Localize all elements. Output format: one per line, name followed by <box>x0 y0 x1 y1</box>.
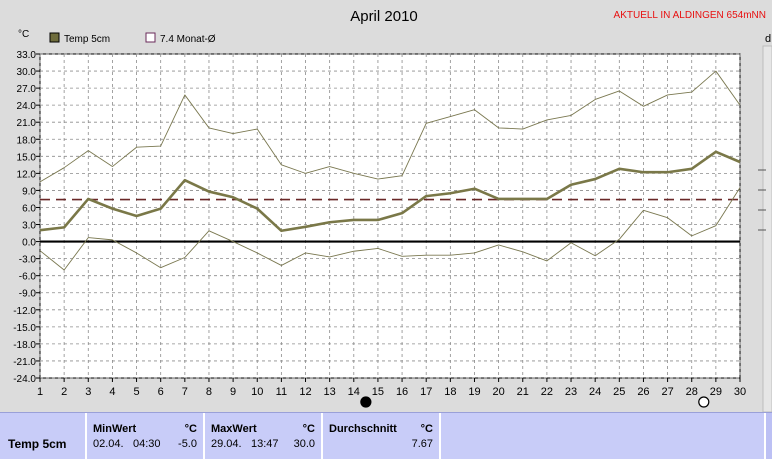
x-tick-label: 22 <box>541 386 553 398</box>
temperature-chart: 33.0 30.0 27.0 24.0 21.0 18.0 15.0 12.0 9.0 6.0 3.… <box>13 8 772 413</box>
stats-row-label: Temp 5cm <box>8 437 67 451</box>
x-tick-label: 9 <box>230 386 236 398</box>
x-tick-label: 17 <box>420 386 432 398</box>
stats-empty-cell <box>441 413 766 459</box>
x-tick-label: 30 <box>734 386 746 398</box>
avg-unit: °C <box>420 423 433 435</box>
new-moon-icon <box>360 396 372 408</box>
stats-max-cell: MaxWert °C 29.04. 13:47 30.0 <box>205 413 323 459</box>
max-value: 30.0 <box>293 438 315 450</box>
avg-header: Durchschnitt <box>329 423 397 435</box>
min-header: MinWert <box>93 423 137 435</box>
x-tick-label: 24 <box>589 386 601 398</box>
y-tick-label: -9.0 <box>19 289 37 300</box>
y-tick-label: -18.0 <box>13 340 36 351</box>
y-tick-label: -12.0 <box>13 306 36 317</box>
y-tick-label: 15.0 <box>17 152 37 163</box>
series-line-max <box>39 70 741 183</box>
x-tick-label: 28 <box>686 386 698 398</box>
stats-min-cell: MinWert °C 02.04. 04:30 -5.0 <box>87 413 205 459</box>
x-tick-label: 14 <box>348 386 360 398</box>
y-tick-label: 18.0 <box>17 135 37 146</box>
min-time: 04:30 <box>133 438 161 450</box>
x-tick-label: 21 <box>517 386 529 398</box>
legend-swatch-temp-5cm <box>49 32 60 43</box>
right-side-strip <box>758 45 772 413</box>
legend-swatch-monthly-average <box>145 32 156 43</box>
x-tick-label: 1 <box>37 386 43 398</box>
max-date: 29.04. <box>211 438 242 450</box>
full-moon-icon <box>698 396 710 408</box>
stats-avg-cell: Durchschnitt °C 7.67 <box>323 413 441 459</box>
right-strip-background <box>762 45 772 413</box>
x-tick-label: 3 <box>85 386 91 398</box>
x-tick-label: 5 <box>133 386 139 398</box>
x-tick-label: 19 <box>468 386 480 398</box>
y-tick-label: 21.0 <box>17 118 37 129</box>
chart-title: April 2010 <box>350 8 418 25</box>
x-tick-label: 25 <box>613 386 625 398</box>
y-tick-label: -21.0 <box>13 357 36 368</box>
x-tick-label: 16 <box>396 386 408 398</box>
max-header: MaxWert <box>211 423 257 435</box>
series-line-mean <box>39 150 741 233</box>
statistics-panel: Temp 5cm MinWert °C 02.04. 04:30 -5.0 Ma… <box>0 412 772 459</box>
x-tick-label: 27 <box>661 386 673 398</box>
y-tick-label: 27.0 <box>17 84 37 95</box>
y-tick-label: 3.0 <box>22 221 36 232</box>
y-tick-label: -15.0 <box>13 323 36 334</box>
x-tick-label: 10 <box>251 386 263 398</box>
y-axis-unit: °C <box>18 29 29 40</box>
y-tick-label: -6.0 <box>19 272 37 283</box>
series-line-min <box>39 187 741 271</box>
right-edge-label: d <box>765 33 771 45</box>
y-tick-label: 33.0 <box>17 50 37 61</box>
x-tick-label: 15 <box>372 386 384 398</box>
x-tick-label: 29 <box>710 386 722 398</box>
min-value: -5.0 <box>178 438 197 450</box>
max-time: 13:47 <box>251 438 279 450</box>
stats-row-label-cell: Temp 5cm <box>0 413 87 459</box>
x-tick-label: 6 <box>158 386 164 398</box>
x-tick-label: 23 <box>565 386 577 398</box>
chart-legend: Temp 5cm 7.4 Monat-Ø <box>49 32 216 45</box>
y-tick-label: 9.0 <box>22 186 36 197</box>
x-tick-label: 13 <box>324 386 336 398</box>
y-tick-label: -3.0 <box>19 255 37 266</box>
x-tick-label: 8 <box>206 386 212 398</box>
station-label: AKTUELL IN ALDINGEN 654mNN <box>614 10 766 21</box>
x-tick-label: 7 <box>182 386 188 398</box>
chart-canvas: 33.030.027.024.021.018.015.012.09.06.03.… <box>13 8 772 413</box>
y-tick-label: 0.0 <box>22 238 36 249</box>
x-tick-label: 12 <box>299 386 311 398</box>
min-date: 02.04. <box>93 438 124 450</box>
y-tick-label: 6.0 <box>22 203 36 214</box>
max-unit: °C <box>302 423 315 435</box>
min-unit: °C <box>184 423 197 435</box>
avg-value: 7.67 <box>411 438 433 450</box>
y-tick-label: 24.0 <box>17 101 37 112</box>
y-tick-label: -24.0 <box>13 374 36 385</box>
x-tick-label: 18 <box>444 386 456 398</box>
x-tick-label: 26 <box>637 386 649 398</box>
x-tick-label: 20 <box>492 386 504 398</box>
y-tick-label: 30.0 <box>17 67 37 78</box>
y-tick-label: 12.0 <box>17 169 37 180</box>
legend-label-temp-5cm: Temp 5cm <box>64 34 110 45</box>
x-tick-label: 11 <box>276 386 287 398</box>
x-tick-label: 4 <box>109 386 115 398</box>
x-tick-label: 2 <box>61 386 67 398</box>
legend-label-monthly-average: 7.4 Monat-Ø <box>160 34 216 45</box>
